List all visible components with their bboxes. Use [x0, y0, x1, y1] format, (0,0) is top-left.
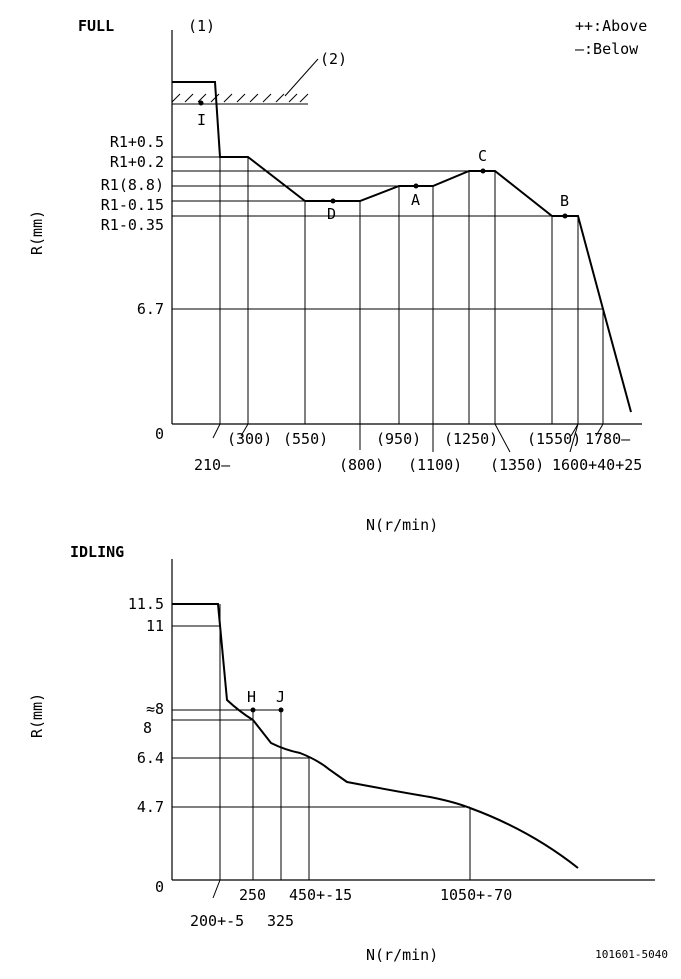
full-xtick-1250: (1250) — [444, 430, 498, 448]
full-point-label-i: I — [197, 111, 206, 129]
full-note-2: (2) — [320, 50, 347, 68]
full-ytick-r1-minus-0-15: R1-0.15 — [101, 196, 164, 214]
idling-point-h — [250, 707, 256, 713]
full-point-d — [330, 198, 336, 204]
full-point-a — [413, 183, 419, 189]
idling-ytick-6-4: 6.4 — [137, 749, 164, 767]
idling-series-line — [172, 603, 579, 869]
full-leader-1550 — [570, 423, 579, 437]
full-leader-1600 — [569, 423, 579, 453]
idling-ytick-approx-8: ≈8 — [146, 700, 164, 718]
full-point-label-c: C — [478, 147, 487, 165]
full-xtick-300: (300) — [227, 430, 272, 448]
idling-xtick-450: 450+-15 — [289, 886, 352, 904]
idling-point-label-j: J — [276, 688, 285, 706]
full-ytick-r1-minus-0-35: R1-0.35 — [101, 216, 164, 234]
full-ytick-6-7: 6.7 — [137, 300, 164, 318]
full-xtick-210: 210— — [194, 456, 231, 474]
full-stopper-hatch — [171, 93, 309, 105]
full-point-c — [480, 168, 486, 174]
full-ytick-r1: R1(8.8) — [101, 176, 164, 194]
full-xtick-1780: 1780— — [585, 430, 631, 448]
full-ytick-r1-plus-0-2: R1+0.2 — [110, 153, 164, 171]
full-xtick-800: (800) — [339, 456, 384, 474]
legend-above: ++:Above — [575, 17, 647, 35]
idling-chart-title: IDLING — [70, 543, 124, 561]
full-series-line — [172, 81, 632, 413]
full-xtick-1550: (1550) — [527, 430, 581, 448]
drawing-number: 101601-5040 — [595, 948, 668, 961]
full-ytick-r1-plus-0-5: R1+0.5 — [110, 133, 164, 151]
idling-ytick-11: 11 — [146, 617, 164, 635]
full-leader-1780 — [595, 423, 604, 437]
idling-xtick-250: 250 — [239, 886, 266, 904]
full-leader-210 — [212, 423, 221, 439]
idling-point-label-h: H — [247, 688, 256, 706]
full-point-label-b: B — [560, 192, 569, 210]
legend-below: —:Below — [575, 40, 639, 58]
idling-origin-label: 0 — [155, 878, 164, 896]
full-leader-300 — [240, 423, 249, 437]
idling-point-j — [278, 707, 284, 713]
full-xtick-550: (550) — [283, 430, 328, 448]
full-point-label-a: A — [411, 191, 420, 209]
full-point-b — [562, 213, 568, 219]
idling-x-axis-title: N(r/min) — [366, 946, 438, 964]
full-xtick-950: (950) — [376, 430, 421, 448]
idling-ytick-11-5: 11.5 — [128, 595, 164, 613]
full-note-1: (1) — [188, 17, 215, 35]
idling-xtick-200: 200+-5 — [190, 912, 244, 930]
full-origin-label: 0 — [155, 425, 164, 443]
full-point-label-d: D — [327, 205, 336, 223]
full-leader-1350 — [494, 423, 511, 453]
full-chart-title: FULL — [78, 17, 114, 35]
idling-chart: IDLING H J 11.5 11 ≈8 8 6.4 4.7 0 — [28, 543, 655, 964]
idling-y-axis-title: R(mm) — [28, 693, 46, 738]
full-xtick-1350: (1350) — [490, 456, 544, 474]
idling-leader-200 — [212, 879, 221, 899]
idling-xtick-1050: 1050+-70 — [440, 886, 512, 904]
idling-ytick-8: 8 — [143, 719, 152, 737]
full-xtick-1100: (1100) — [408, 456, 462, 474]
idling-ytick-4-7: 4.7 — [137, 798, 164, 816]
full-xtick-1600: 1600+40+25 — [552, 456, 642, 474]
idling-xtick-325: 325 — [267, 912, 294, 930]
full-note-2-leader — [284, 58, 319, 97]
full-y-axis-title: R(mm) — [28, 210, 46, 255]
full-x-axis-title: N(r/min) — [366, 516, 438, 534]
full-chart: FULL (1) (2) ++:Above —:Below — [28, 17, 647, 534]
full-point-i — [198, 100, 204, 106]
